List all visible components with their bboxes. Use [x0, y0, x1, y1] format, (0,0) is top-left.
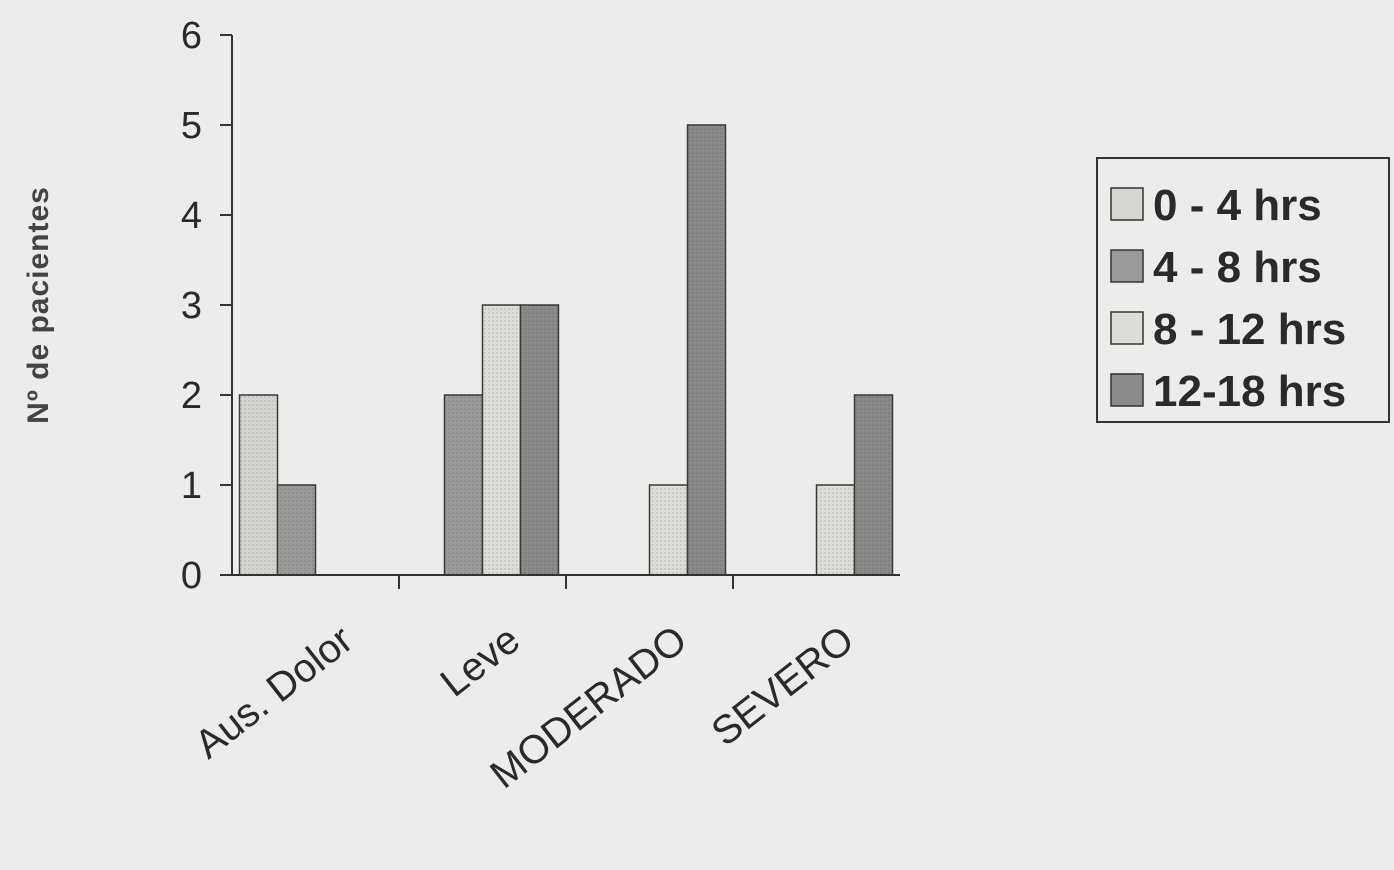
bar-texture	[854, 395, 893, 575]
bar-texture	[687, 125, 726, 575]
x-category-label: SEVERO	[704, 617, 862, 754]
legend-label: 12-18 hrs	[1153, 367, 1346, 416]
bar-texture	[520, 305, 559, 575]
legend-label: 8 - 12 hrs	[1153, 305, 1346, 354]
y-tick-label: 1	[181, 465, 202, 507]
bar-texture	[482, 305, 521, 575]
y-tick-label: 2	[181, 375, 202, 417]
legend-box	[1096, 157, 1390, 423]
y-tick-label: 6	[181, 15, 202, 57]
bar-texture	[239, 395, 278, 575]
bar-texture	[816, 485, 855, 575]
y-axis-title: Nº de pacientes	[22, 186, 55, 424]
bar-texture	[649, 485, 688, 575]
y-tick-label: 4	[181, 195, 202, 237]
legend-swatch	[1110, 311, 1144, 345]
y-tick-label: 5	[181, 105, 202, 147]
y-tick-label: 0	[181, 555, 202, 597]
legend-swatch	[1110, 187, 1144, 221]
legend-swatch	[1110, 373, 1144, 407]
y-tick-label: 3	[181, 285, 202, 327]
legend-swatch	[1110, 249, 1144, 283]
x-category-label: Aus. Dolor	[187, 617, 361, 767]
bar-texture	[444, 395, 483, 575]
bar-texture	[277, 485, 316, 575]
x-category-label: Leve	[433, 617, 528, 705]
legend-label: 4 - 8 hrs	[1153, 243, 1322, 292]
plot-area	[238, 124, 894, 576]
legend: 0 - 4 hrs 4 - 8 hrs 8 - 12 hrs 12-18 hrs	[1096, 157, 1390, 423]
legend-label: 0 - 4 hrs	[1153, 181, 1322, 230]
